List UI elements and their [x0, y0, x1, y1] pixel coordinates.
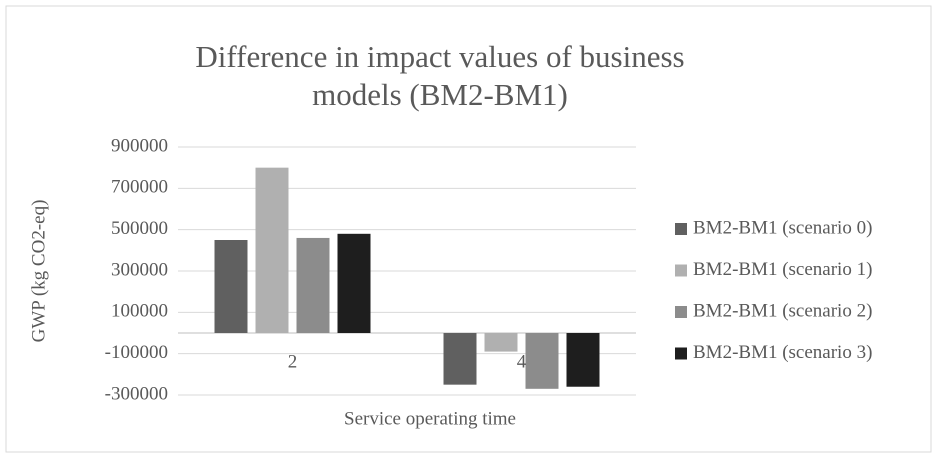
bar — [214, 240, 248, 333]
legend-label: BM2-BM1 (scenario 0) — [693, 217, 872, 238]
bar — [255, 167, 289, 333]
x-tick-label: 2 — [288, 351, 298, 372]
y-tick-label: 900000 — [111, 135, 168, 156]
legend-label: BM2-BM1 (scenario 1) — [693, 259, 872, 280]
legend-label: BM2-BM1 (scenario 3) — [693, 342, 872, 363]
x-axis-label: Service operating time — [344, 408, 516, 429]
legend-swatch — [675, 347, 687, 360]
bar — [443, 333, 477, 385]
y-tick-label: 300000 — [111, 259, 168, 280]
bar — [566, 333, 600, 387]
y-tick-label: -100000 — [105, 342, 168, 363]
y-tick-label: 100000 — [111, 301, 168, 322]
legend-swatch — [675, 264, 687, 277]
chart-title: Difference in impact values of business … — [195, 39, 685, 112]
y-tick-label: 500000 — [111, 218, 168, 239]
chart-border — [5, 5, 932, 453]
bar — [337, 233, 371, 333]
bar — [525, 333, 559, 389]
legend-label: BM2-BM1 (scenario 2) — [693, 300, 872, 321]
y-tick-label: 700000 — [111, 177, 168, 198]
y-tick-label: -300000 — [105, 383, 168, 404]
legend-swatch — [675, 223, 687, 235]
x-tick-label: 4 — [517, 351, 527, 372]
y-axis-label: GWP (kg CO2-eq) — [28, 200, 49, 343]
bar — [484, 333, 518, 352]
legend-swatch — [675, 306, 687, 318]
bar — [296, 237, 330, 333]
